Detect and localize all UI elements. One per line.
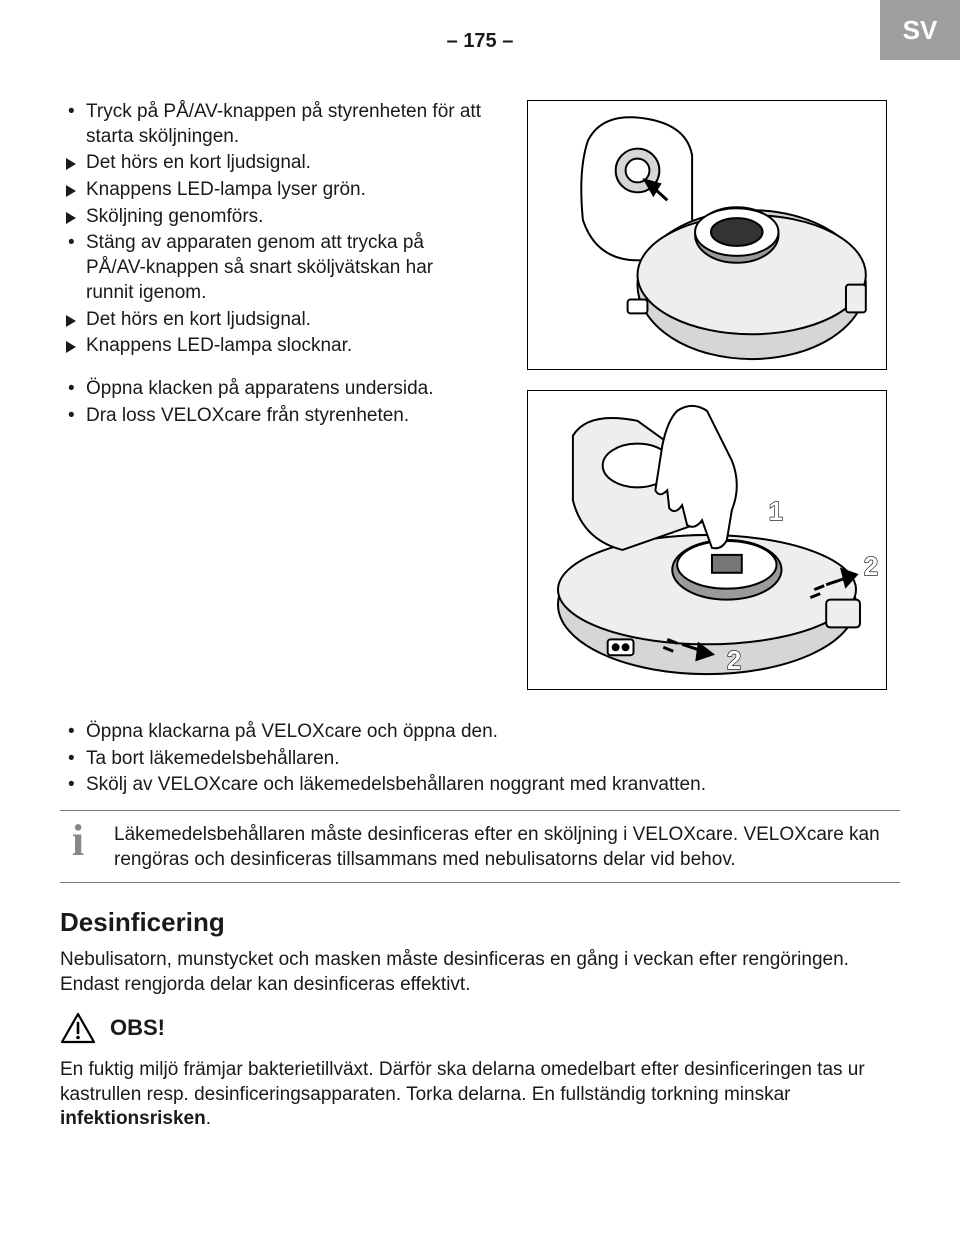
list-item: Öppna klacken på apparatens undersida.: [60, 377, 484, 402]
list-item: Det hörs en kort ljudsignal.: [60, 151, 484, 176]
list-item: Det hörs en kort ljudsignal.: [60, 308, 484, 333]
warning-label: OBS!: [110, 1015, 165, 1041]
info-note-text: Läkemedelsbehållaren måste desinficeras …: [114, 819, 900, 872]
list-item: Stäng av apparaten genom att trycka på P…: [60, 231, 484, 305]
list-item: Ta bort läkemedelsbehållaren.: [60, 747, 900, 772]
section-body: Nebulisatorn, munstycket och masken måst…: [60, 948, 900, 997]
warning-body: En fuktig miljö främjar bakterietillväxt…: [60, 1058, 900, 1132]
list-item: Knappens LED-lampa lyser grön.: [60, 178, 484, 203]
steps-list-b: Öppna klacken på apparatens undersida. D…: [60, 377, 484, 428]
info-icon: i: [60, 819, 96, 863]
warning-icon: [60, 1012, 96, 1044]
illustration-press-button: [527, 100, 887, 370]
steps-list-c: Öppna klackarna på VELOXcare och öppna d…: [60, 720, 900, 798]
info-note: i Läkemedelsbehållaren måste desinficera…: [60, 810, 900, 883]
illus-label-2b: 2: [864, 553, 878, 581]
list-item: Knappens LED-lampa slocknar.: [60, 334, 484, 359]
illus-label-1: 1: [769, 498, 783, 526]
list-item: Öppna klackarna på VELOXcare och öppna d…: [60, 720, 900, 745]
section-heading: Desinficering: [60, 907, 900, 938]
illus-label-2a: 2: [727, 647, 741, 675]
warning-body-bold: infektionsrisken: [60, 1108, 206, 1129]
warning-body-post: .: [206, 1108, 211, 1129]
language-badge: SV: [880, 0, 960, 60]
page-number: – 175 –: [447, 30, 514, 53]
warning-body-pre: En fuktig miljö främjar bakterietillväxt…: [60, 1059, 865, 1105]
illustration-open-clip: 1 2 2: [527, 390, 887, 690]
list-item: Dra loss VELOXcare från styrenheten.: [60, 404, 484, 429]
steps-list-a: Tryck på PÅ/AV-knappen på styrenheten fö…: [60, 100, 484, 359]
list-item: Skölj av VELOXcare och läkemedelsbehålla…: [60, 773, 900, 798]
list-item: Sköljning genomförs.: [60, 205, 484, 230]
list-item: Tryck på PÅ/AV-knappen på styrenheten fö…: [60, 100, 484, 149]
warning-heading: OBS!: [60, 1012, 900, 1044]
